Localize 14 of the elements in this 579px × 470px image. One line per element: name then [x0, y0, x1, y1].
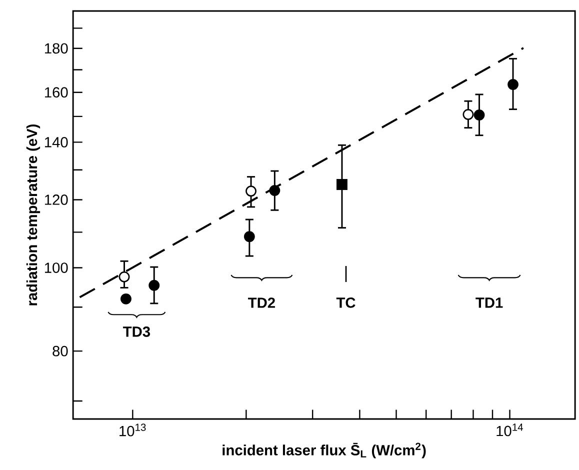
- y-tick-label: 160: [44, 87, 68, 98]
- x-axis-title: incident laser flux S̄$_{L}$ (W/cm$^{2}$): [222, 442, 426, 458]
- y-tick-label: 120: [44, 194, 68, 205]
- annotation: TD3: [123, 326, 150, 337]
- y-tick-label: 100: [44, 262, 68, 273]
- x-tick-label: 10$^{14}$: [496, 424, 524, 436]
- annotation: TD1: [476, 298, 503, 308]
- y-tick-label: 80: [52, 346, 68, 356]
- annotation: TD2: [248, 298, 275, 308]
- y-tick-label: 140: [44, 137, 68, 148]
- annotation: TC: [336, 298, 356, 308]
- y-tick-label: 180: [44, 43, 68, 54]
- x-tick-label: 10$^{13}$: [120, 424, 146, 436]
- y-axis-title: radiation temperature (eV): [26, 124, 40, 306]
